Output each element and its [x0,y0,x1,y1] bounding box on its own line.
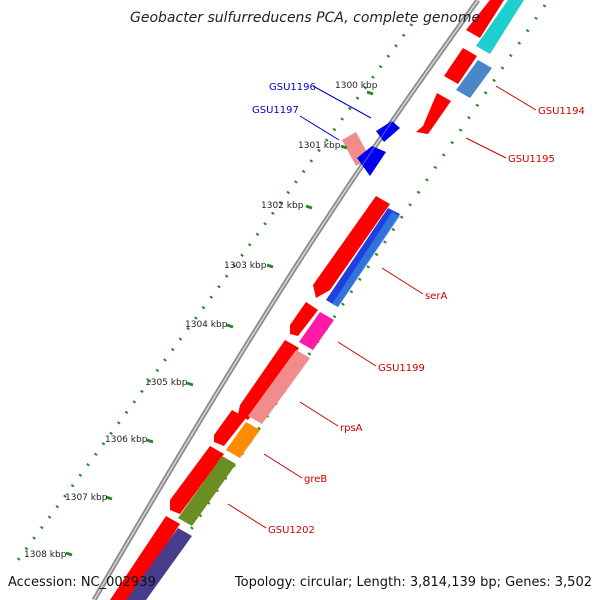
topology-summary: Topology: circular; Length: 3,814,139 bp… [234,575,592,590]
feature-shading [93,0,479,600]
gene-label-gsu1202[interactable]: GSU1202 [268,525,315,536]
gene-gsu1196-bar[interactable] [357,146,386,176]
accession-text: Accession: NC_002939 [8,575,156,590]
tick-label: 1302 kbp [261,201,304,211]
gene-label-gsu1194[interactable]: GSU1194 [538,106,585,117]
gene-gsu1196-bar[interactable] [376,121,400,142]
tick-label: 1307 kbp [65,493,108,503]
gene-label-gsu1197[interactable]: GSU1197 [252,105,299,116]
tick-label: 1305 kbp [145,378,188,388]
gene-label-gsu1199[interactable]: GSU1199 [378,363,425,374]
cds-feature[interactable] [214,410,246,446]
cds-feature[interactable] [444,48,477,84]
tick-label: 1308 kbp [24,550,67,560]
cds-feature[interactable] [290,302,318,336]
tick-label: 1300 kbp [335,81,378,91]
gene-label-rpsa[interactable]: rpsA [340,423,363,434]
cds-feature[interactable] [466,0,504,38]
cds-feature[interactable] [170,446,224,514]
kbp-ticks [65,90,374,557]
gene-gsu1194-bar[interactable] [476,0,524,54]
tick-label: 1306 kbp [105,435,148,445]
gene-label-greb[interactable]: greB [304,474,327,485]
gene-label-gsu1196[interactable]: GSU1196 [269,82,316,93]
cds-feature[interactable] [126,528,192,600]
gene-rpsa-bar[interactable] [248,350,310,424]
gene-gsu1199-bar[interactable] [299,312,334,350]
gene-greb-bar[interactable] [226,422,260,458]
cds-feature[interactable] [313,196,390,298]
cds-feature[interactable] [238,340,299,420]
gene-label-gsu1195[interactable]: GSU1195 [508,154,555,165]
tick-label: 1303 kbp [224,261,267,271]
label-leaders [227,85,537,529]
cds-feature[interactable] [110,516,180,600]
inner-dot-ring [148,4,547,591]
tick-label: 1301 kbp [298,141,341,151]
map-title: Geobacter sulfurreducens PCA, complete g… [130,10,480,26]
cds-feature[interactable] [416,93,451,134]
tick-label: 1304 kbp [185,320,228,330]
gene-label-sera[interactable]: serA [425,291,447,302]
gene-gsu1202-bar[interactable] [178,456,236,526]
gene-gsu1195-bar[interactable] [456,60,492,98]
cds-features [110,0,524,600]
